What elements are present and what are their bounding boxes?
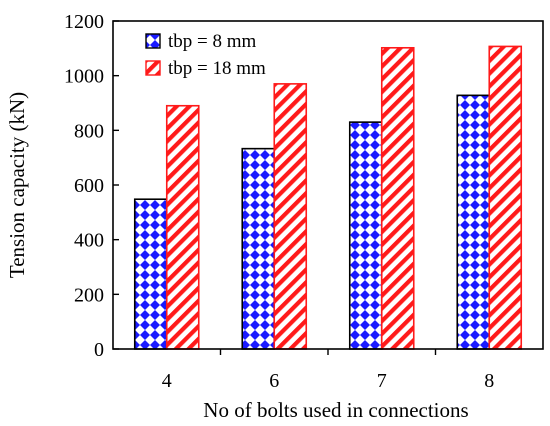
bar-tbp18-8 <box>488 45 523 350</box>
y-tick-label-1000: 1000 <box>64 66 104 88</box>
legend-label-tbp8: tbp = 8 mm <box>168 31 257 52</box>
legend: tbp = 8 mm tbp = 18 mm <box>145 31 266 79</box>
bar-tbp8-4 <box>133 198 168 350</box>
bar-tbp8-8 <box>456 94 491 350</box>
x-axis-label: No of bolts used in connections <box>203 398 468 422</box>
bars-layer <box>133 45 523 350</box>
y-tick-label-200: 200 <box>74 284 104 306</box>
bar-tbp8-7 <box>348 121 383 350</box>
y-tick-label-1200: 1200 <box>64 11 104 33</box>
y-axis-label: Tension capacity (kN) <box>5 92 29 278</box>
bar-tbp8-6 <box>241 147 276 350</box>
x-tick-label-8: 8 <box>484 370 494 392</box>
legend-swatch-tbp8 <box>145 33 161 49</box>
legend-label-tbp18: tbp = 18 mm <box>168 58 266 79</box>
x-tick-label-7: 7 <box>377 370 387 392</box>
y-tick-label-600: 600 <box>74 175 104 197</box>
bar-tbp18-7 <box>380 46 415 350</box>
y-tick-label-0: 0 <box>94 339 104 361</box>
x-tick-label-4: 4 <box>162 370 172 392</box>
labels-layer: 0 200 400 600 800 1000 1200 4 6 7 8 No of bolts use… <box>5 11 494 422</box>
axes-layer <box>112 20 544 355</box>
y-tick-label-800: 800 <box>74 120 104 142</box>
y-tick-label-400: 400 <box>74 230 104 252</box>
x-tick-label-6: 6 <box>269 370 279 392</box>
bar-tbp18-6 <box>273 83 308 350</box>
legend-swatch-tbp18 <box>145 60 161 76</box>
bar-tbp18-4 <box>165 104 200 350</box>
